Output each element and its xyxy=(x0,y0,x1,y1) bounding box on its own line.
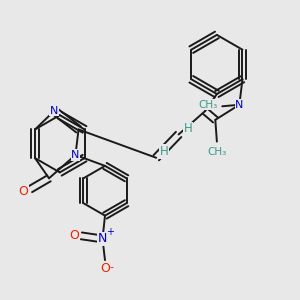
Text: O: O xyxy=(19,185,28,198)
Text: N: N xyxy=(50,106,58,116)
Text: -: - xyxy=(110,262,114,272)
Text: CH₃: CH₃ xyxy=(207,148,226,158)
Text: N: N xyxy=(71,150,80,160)
Text: O: O xyxy=(100,262,110,275)
Text: H: H xyxy=(160,145,168,158)
Text: O: O xyxy=(70,230,80,242)
Text: N: N xyxy=(98,232,107,245)
Text: CH₃: CH₃ xyxy=(199,100,218,110)
Text: H: H xyxy=(184,122,192,135)
Text: N: N xyxy=(235,100,244,110)
Text: +: + xyxy=(106,227,114,237)
